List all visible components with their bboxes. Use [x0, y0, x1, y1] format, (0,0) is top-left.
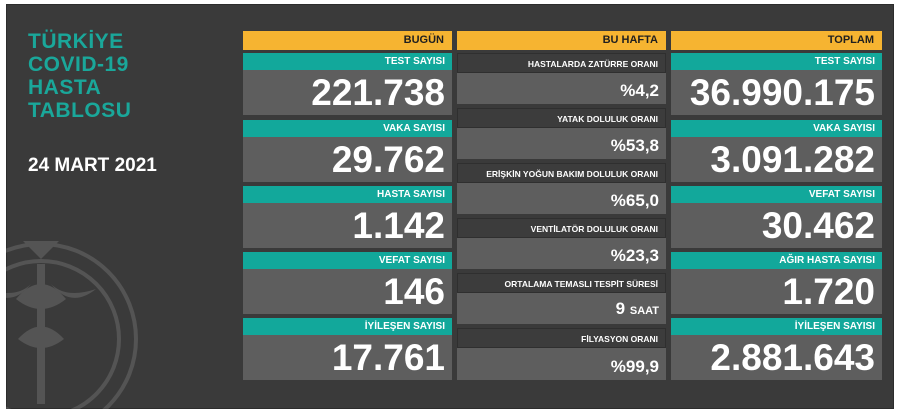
card-value: %99,9	[610, 357, 659, 376]
week-bed-occupancy-card: YATAK DOLULUK ORANI %53,8	[457, 108, 666, 159]
header-week: BU HAFTA	[457, 31, 666, 50]
card-label: ERİŞKİN YOĞUN BAKIM DOLULUK ORANI	[457, 163, 666, 183]
card-value: 221.738	[311, 72, 445, 113]
today-death-card: VEFAT SAYISI 146	[243, 252, 452, 314]
card-label: HASTALARDA ZATÜRRE ORANI	[457, 53, 666, 73]
card-value: %53,8	[610, 136, 659, 155]
week-filiation-card: FİLYASYON ORANI %99,9	[457, 328, 666, 380]
card-label: VAKA SAYISI	[671, 120, 882, 137]
total-death-card: VEFAT SAYISI 30.462	[671, 186, 882, 248]
total-case-card: VAKA SAYISI 3.091.282	[671, 120, 882, 182]
card-label: AĞIR HASTA SAYISI	[671, 252, 882, 269]
covid-dashboard-board: TÜRKİYE COVID-19 HASTA TABLOSU 24 MART 2…	[6, 4, 894, 409]
card-value: 1.142	[352, 205, 445, 246]
ministry-emblem-icon	[6, 241, 138, 409]
today-test-card: TEST SAYISI 221.738	[243, 53, 452, 115]
card-label: İYİLEŞEN SAYISI	[671, 318, 882, 335]
card-value: 17.761	[331, 337, 445, 378]
card-value: 1.720	[782, 271, 875, 312]
contact-time-unit: SAAT	[629, 305, 659, 317]
total-critical-card: AĞIR HASTA SAYISI 1.720	[671, 252, 882, 314]
card-label: YATAK DOLULUK ORANI	[457, 108, 666, 128]
card-label: TEST SAYISI	[671, 53, 882, 70]
card-value: 29.762	[331, 139, 445, 180]
card-label: FİLYASYON ORANI	[457, 328, 666, 348]
card-value: 2.881.643	[710, 337, 875, 378]
card-value: 30.462	[761, 205, 875, 246]
report-date: 24 MART 2021	[28, 155, 157, 176]
card-value: 146	[383, 271, 445, 312]
card-label: HASTA SAYISI	[243, 186, 452, 203]
card-label: ORTALAMA TEMASLI TESPİT SÜRESİ	[457, 273, 666, 293]
card-value: %65,0	[610, 191, 659, 210]
today-case-card: VAKA SAYISI 29.762	[243, 120, 452, 182]
week-icu-occupancy-card: ERİŞKİN YOĞUN BAKIM DOLULUK ORANI %65,0	[457, 163, 666, 214]
card-label: VEFAT SAYISI	[671, 186, 882, 203]
card-label: VENTİLATÖR DOLULUK ORANI	[457, 218, 666, 238]
title-line: COVID-19	[28, 53, 129, 76]
card-label: İYİLEŞEN SAYISI	[243, 318, 452, 335]
today-recovered-card: İYİLEŞEN SAYISI 17.761	[243, 318, 452, 380]
week-pneumonia-card: HASTALARDA ZATÜRRE ORANI %4,2	[457, 53, 666, 104]
card-label: TEST SAYISI	[243, 53, 452, 70]
card-value: 9 SAAT	[616, 295, 659, 325]
title-line: TABLOSU	[28, 99, 132, 122]
week-contact-time-card: ORTALAMA TEMASLI TESPİT SÜRESİ 9 SAAT	[457, 273, 666, 324]
today-patient-card: HASTA SAYISI 1.142	[243, 186, 452, 248]
total-recovered-card: İYİLEŞEN SAYISI 2.881.643	[671, 318, 882, 380]
card-value: %4,2	[620, 81, 659, 100]
week-ventilator-card: VENTİLATÖR DOLULUK ORANI %23,3	[457, 218, 666, 269]
card-label: VAKA SAYISI	[243, 120, 452, 137]
contact-time-value: 9	[615, 299, 626, 318]
card-value: %23,3	[610, 246, 659, 265]
dashboard-title: TÜRKİYE COVID-19 HASTA TABLOSU	[28, 30, 131, 122]
header-today: BUGÜN	[243, 31, 452, 50]
header-total: TOPLAM	[671, 31, 882, 50]
card-value: 36.990.175	[689, 72, 875, 113]
card-label: VEFAT SAYISI	[243, 252, 452, 269]
title-line: HASTA	[28, 76, 102, 99]
title-line: TÜRKİYE	[28, 30, 124, 53]
card-value: 3.091.282	[710, 139, 875, 180]
total-test-card: TEST SAYISI 36.990.175	[671, 53, 882, 115]
